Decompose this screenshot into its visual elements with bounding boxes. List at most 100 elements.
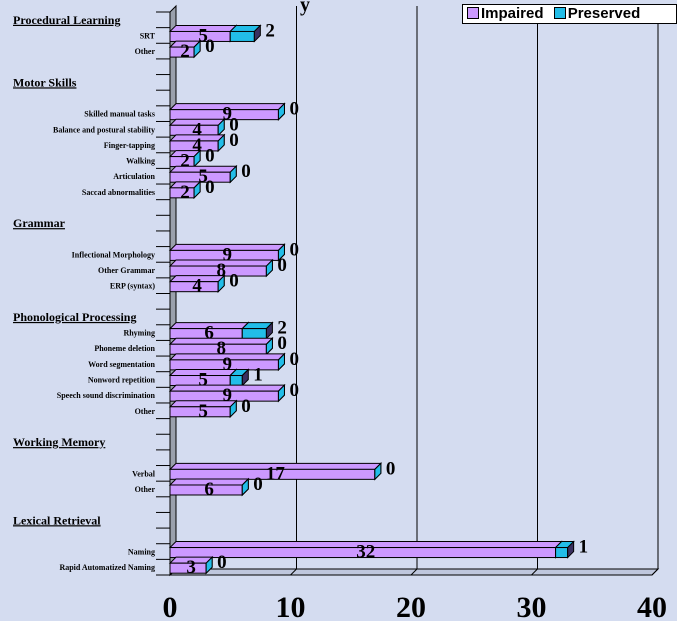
data-label-preserved: 0 xyxy=(241,161,251,182)
data-label-impaired: 4 xyxy=(192,276,202,297)
row-label: Verbal xyxy=(132,469,156,478)
data-label-impaired: 6 xyxy=(204,323,214,344)
data-label-impaired: 8 xyxy=(216,338,226,359)
bar-preserved xyxy=(193,149,201,168)
x-tick-label: 20 xyxy=(396,591,426,621)
floor-tick xyxy=(651,568,659,576)
data-label-preserved: 0 xyxy=(253,474,262,495)
data-label-impaired: 3 xyxy=(186,557,196,578)
bar-preserved xyxy=(374,462,382,481)
data-label-preserved: 1 xyxy=(253,365,262,386)
data-label-impaired: 5 xyxy=(198,166,208,187)
row-label: Finger-tapping xyxy=(104,141,155,150)
data-label-impaired: 2 xyxy=(180,41,190,62)
row-label: Balance and postural stability xyxy=(53,125,155,134)
row-label: Rhyming xyxy=(123,329,155,338)
data-label-preserved: 0 xyxy=(289,239,299,260)
row-label: Saccad abnormalities xyxy=(82,188,155,197)
data-label-preserved: 1 xyxy=(579,537,589,558)
legend-swatch-impaired xyxy=(467,7,479,19)
category-header: Grammar xyxy=(13,216,66,230)
data-label-preserved: 0 xyxy=(241,396,251,417)
row-label: Skilled manual tasks xyxy=(84,110,155,119)
floor-tick xyxy=(290,568,297,576)
legend-swatch-preserved xyxy=(553,7,566,19)
bar-preserved xyxy=(217,133,225,153)
bar-preserved xyxy=(229,399,237,418)
data-label-preserved: 0 xyxy=(205,177,215,198)
data-label-preserved: 0 xyxy=(229,114,239,135)
chart-title-fragment: y xyxy=(300,0,310,16)
row-label: Walking xyxy=(126,157,155,166)
row-label: Naming xyxy=(128,548,155,557)
data-label-preserved: 0 xyxy=(277,255,287,276)
category-header: Phonological Processing xyxy=(13,310,136,324)
bar-preserved xyxy=(217,118,225,137)
category-header: Lexical Retrieval xyxy=(13,513,101,527)
data-label-impaired: 5 xyxy=(198,401,208,422)
row-label: Phoneme deletion xyxy=(94,344,155,353)
bar-preserved xyxy=(241,321,274,340)
row-label: Rapid Automatized Naming xyxy=(59,563,155,572)
legend-item-preserved: Preserved xyxy=(553,5,641,22)
bar-preserved xyxy=(229,368,250,387)
data-label-preserved: 0 xyxy=(386,458,396,479)
row-label: Word segmentation xyxy=(88,360,155,369)
row-label: SRT xyxy=(140,31,156,40)
bar-preserved xyxy=(277,243,285,262)
row-label: ERP (syntax) xyxy=(110,282,155,291)
data-label-preserved: 0 xyxy=(217,552,227,573)
bar-preserved xyxy=(277,102,285,121)
row-label: Other xyxy=(135,407,156,416)
chart-legend: Impaired Preserved xyxy=(462,4,677,24)
bar-preserved xyxy=(277,383,285,403)
bar-preserved xyxy=(265,258,273,278)
floor-tick xyxy=(531,568,538,576)
bar-preserved xyxy=(205,555,213,575)
data-label-preserved: 0 xyxy=(289,99,299,120)
data-label-preserved: 0 xyxy=(289,380,299,401)
category-header: Procedural Learning xyxy=(13,13,120,27)
bar-preserved xyxy=(229,24,262,43)
data-label-impaired: 4 xyxy=(192,135,202,156)
category-header: Working Memory xyxy=(13,435,105,449)
data-label-impaired: 4 xyxy=(192,119,202,140)
data-label-preserved: 0 xyxy=(205,146,215,167)
data-label-impaired: 17 xyxy=(266,463,286,484)
data-label-impaired: 5 xyxy=(198,370,208,391)
bar-preserved xyxy=(229,165,237,184)
legend-item-impaired: Impaired xyxy=(467,5,544,22)
data-label-preserved: 0 xyxy=(289,349,299,370)
row-label: Other xyxy=(135,47,156,56)
data-label-preserved: 0 xyxy=(229,130,239,151)
row-label: Inflectional Morphology xyxy=(72,250,155,259)
bar-preserved xyxy=(193,180,201,200)
data-label-impaired: 32 xyxy=(356,542,375,563)
data-label-preserved: 0 xyxy=(229,271,239,292)
legend-label-impaired: Impaired xyxy=(481,5,544,22)
row-label: Nonword repetition xyxy=(88,376,156,385)
bar-preserved xyxy=(193,39,201,59)
bar-preserved xyxy=(277,352,285,372)
category-header: Motor Skills xyxy=(13,75,77,89)
data-label-impaired: 5 xyxy=(198,25,208,46)
bar-preserved xyxy=(554,540,575,559)
x-tick-label: 30 xyxy=(517,591,547,621)
data-label-impaired: 9 xyxy=(222,244,232,265)
data-label-impaired: 9 xyxy=(222,104,232,125)
data-label-preserved: 2 xyxy=(277,318,287,339)
data-label-preserved: 0 xyxy=(205,36,215,57)
data-label-impaired: 2 xyxy=(180,182,190,203)
row-label: Speech sound discrimination xyxy=(57,391,156,400)
data-label-impaired: 6 xyxy=(204,479,214,500)
bar-preserved xyxy=(241,477,249,497)
data-label-impaired: 2 xyxy=(180,151,190,172)
floor-tick xyxy=(410,568,418,576)
row-label: Other Grammar xyxy=(98,266,155,275)
data-label-impaired: 9 xyxy=(222,385,232,406)
bar-preserved xyxy=(217,274,225,293)
row-label: Other xyxy=(135,485,156,494)
legend-label-preserved: Preserved xyxy=(567,5,641,22)
bar-preserved xyxy=(265,337,273,356)
